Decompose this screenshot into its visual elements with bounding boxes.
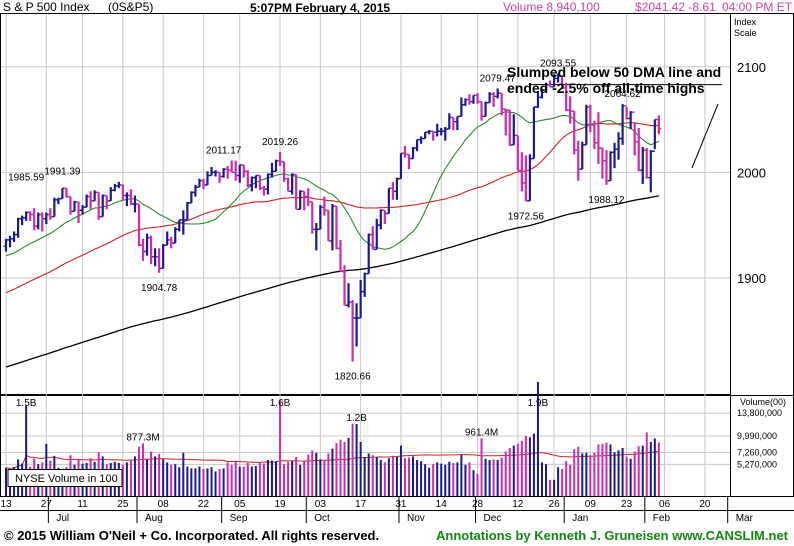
ma-short-line (5, 111, 660, 257)
price-axis-tick: 2000 (737, 165, 766, 180)
price-axis-tick: 1900 (737, 271, 766, 286)
volume-readout: Volume 8,940,100 (503, 0, 600, 14)
volume-label: 961.4M (465, 427, 498, 438)
annotation-line-2: ended -2.5% off all-time highs (507, 80, 705, 96)
date-axis-day-label: 14 (436, 499, 448, 510)
date-axis-day-label: 03 (315, 499, 327, 510)
volume-legend-box (7, 469, 123, 487)
volume-label: 1.5B (16, 398, 37, 409)
date-axis-day-label: 12 (512, 499, 524, 510)
date-axis-day-label: 08 (158, 499, 170, 510)
date-axis-day-label: 27 (41, 499, 53, 510)
ticker-symbol: (0S&P5) (108, 0, 153, 14)
date-axis-day-label: 28 (472, 499, 484, 510)
annotation-pointer (691, 103, 719, 169)
price-label: 1820.66 (335, 372, 372, 383)
price-label: 2011.17 (206, 146, 242, 157)
stock-chart: S & P 500 Index (0S&P5) 5:07PM February … (0, 0, 794, 524)
date-axis-day-label: 11 (77, 499, 88, 510)
volume-legend-label: NYSE Volume in 100 (15, 473, 118, 485)
volume-axis-title: Volume(00) (740, 397, 786, 407)
footer: © 2015 William O'Neil + Co. Incorporated… (0, 526, 794, 546)
volume-axis-tick: 13,800,000 (737, 408, 782, 418)
date-axis-month-label: Oct (314, 513, 330, 524)
price-label: 1904.78 (141, 283, 178, 294)
date-axis-month-label: Aug (145, 513, 163, 524)
price-bar (656, 115, 662, 135)
copyright-text: © 2015 William O'Neil + Co. Incorporated… (4, 528, 380, 543)
price-panel-frame (0, 13, 731, 395)
price-axis-subtitle: Scale (734, 28, 757, 38)
volume-label: 877.3M (126, 432, 159, 443)
date-axis-day-label: 05 (234, 499, 246, 510)
date-axis-month-label: Nov (407, 513, 425, 524)
date-axis-day-label: 20 (699, 499, 711, 510)
date-axis-day-label: 26 (549, 499, 561, 510)
chart-timestamp: 5:07PM February 4, 2015 (250, 1, 390, 15)
date-axis-day-label: 23 (621, 499, 633, 510)
date-axis-month-label: Dec (484, 513, 502, 524)
volume-axis-tick: 7,260,000 (737, 447, 777, 457)
price-axis-title: Index (734, 17, 757, 27)
price-label: 1985.59 (8, 173, 45, 184)
price-change-readout: $2041.42 -8.61 (635, 0, 716, 14)
price-label: 2079.47 (480, 73, 517, 84)
volume-label: 1.9B (528, 398, 549, 409)
date-axis-month-label: Sep (230, 513, 248, 524)
volume-axis-tick: 9,990,000 (737, 431, 777, 441)
date-axis-day-label: 25 (117, 499, 129, 510)
date-axis-ticks: 13 27 11 25 08 22 05 19 03 17 31 14 28 12 26 09 23 06 20 Ju… (0, 497, 754, 524)
volume-axis-tick: 5,270,000 (737, 459, 777, 469)
price-label: 1988.12 (588, 195, 625, 206)
price-label: 2064.62 (605, 89, 642, 100)
date-axis-month-label: Mar (736, 513, 754, 524)
date-axis-day-label: 31 (395, 499, 407, 510)
price-label: 2093.55 (540, 59, 577, 70)
date-axis-month-label: Jul (56, 513, 69, 524)
ma-200-line (5, 195, 660, 368)
date-axis-day-label: 19 (274, 499, 286, 510)
price-label: 1972.56 (508, 211, 545, 222)
price-axis-tick: 2100 (737, 60, 766, 75)
price-label: 1991.39 (44, 166, 81, 177)
ma-50-line (5, 122, 659, 294)
date-axis-day-label: 22 (198, 499, 210, 510)
price-label: 2019.26 (262, 137, 299, 148)
date-axis-day-label: 17 (355, 499, 367, 510)
volume-axis-ticks: 13,800,000 9,990,000 7,260,000 5,270,000 (737, 408, 782, 469)
symbol-name: S & P 500 Index (3, 0, 90, 14)
grid-lines (1, 14, 730, 496)
annotation-credit-link[interactable]: Annotations by Kenneth J. Gruneisen www.… (436, 528, 788, 543)
axis-panel-frame (730, 13, 794, 497)
date-axis-day-label: 09 (585, 499, 597, 510)
volume-label: 1.6B (270, 398, 291, 409)
date-axis-month-label: Feb (653, 513, 671, 524)
annotation-line-1: Slumped below 50 DMA line and (507, 64, 721, 80)
date-axis-month-label: Jan (572, 513, 588, 524)
quote-time-readout: 04:00 PM ET (722, 0, 793, 14)
volume-label: 1.2B (346, 413, 367, 424)
date-axis-day-label: 13 (0, 499, 12, 510)
price-axis-ticks: 2100 2000 1900 (737, 60, 766, 286)
date-axis-day-label: 06 (659, 499, 671, 510)
price-bars (3, 73, 662, 362)
